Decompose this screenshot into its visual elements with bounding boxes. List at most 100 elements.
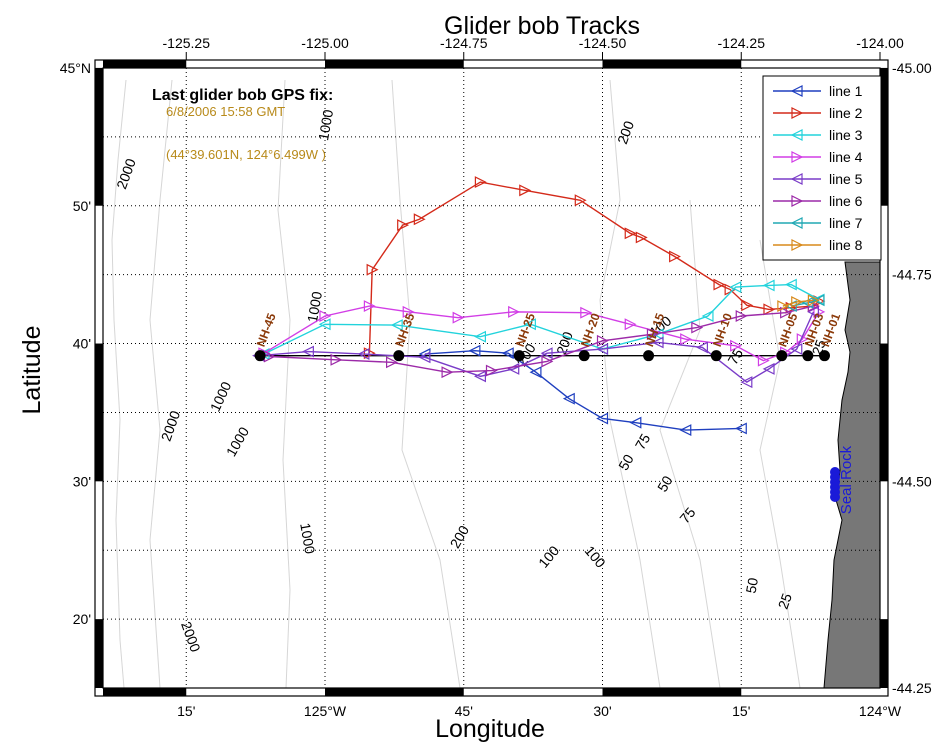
frame-segment	[103, 60, 187, 68]
bathymetry-contours	[111, 79, 801, 689]
track-marker	[402, 305, 415, 318]
bathymetry-contour	[111, 79, 127, 689]
track-marker	[519, 184, 532, 197]
glider-tracks	[252, 176, 826, 437]
top-tick-label: -125.25	[163, 35, 211, 51]
track-marker	[397, 219, 410, 232]
depth-label: 100	[582, 543, 609, 571]
track-line-8	[777, 294, 820, 313]
seal-rock-label: Seal Rock	[838, 445, 855, 514]
right-tick-label: -44.25	[892, 680, 932, 696]
track-marker	[390, 319, 403, 332]
station-dot	[643, 350, 655, 362]
track-marker	[790, 173, 803, 185]
depth-label: 2000	[158, 408, 184, 443]
legend-label: line 7	[829, 215, 863, 231]
gps-fix-heading: Last glider bob GPS fix:	[152, 87, 333, 104]
track-marker	[624, 318, 637, 331]
legend-label: line 8	[829, 237, 863, 253]
depth-label: 75	[724, 346, 746, 368]
track-marker	[762, 362, 775, 375]
gps-fix-position: (44°39.601N, 124°6.499W )	[166, 147, 326, 162]
track-marker	[624, 227, 637, 240]
track-marker	[562, 392, 575, 405]
frame-segment	[602, 60, 742, 68]
frame-segment	[880, 619, 888, 688]
track-line	[269, 305, 814, 373]
top-tick-label: -124.50	[579, 35, 627, 51]
track-marker	[508, 305, 521, 318]
bathymetry-contour	[599, 79, 661, 689]
top-tick-label: -124.00	[856, 35, 904, 51]
depth-label: 50	[654, 473, 676, 495]
track-marker	[529, 366, 542, 379]
seal-rock-marker	[830, 467, 840, 502]
y-axis-title: Latitude	[18, 326, 46, 415]
track-marker	[596, 412, 609, 425]
frame-segment	[103, 688, 187, 696]
track-marker	[386, 356, 398, 369]
seal-rock-dot	[830, 492, 840, 502]
map-frame	[94, 59, 889, 697]
right-tick-label: -44.75	[892, 267, 932, 283]
track-marker	[357, 348, 370, 360]
track-marker	[791, 295, 804, 308]
bathymetry-contour	[149, 79, 173, 689]
track-marker	[452, 311, 465, 324]
track-marker	[646, 328, 659, 341]
track-marker	[691, 321, 704, 334]
track-marker	[540, 347, 553, 360]
track-line	[424, 350, 742, 431]
track-marker	[318, 318, 331, 331]
legend-label: line 3	[829, 127, 863, 143]
track-marker	[713, 278, 726, 291]
bathymetry-contour	[759, 239, 801, 689]
chart-title: Glider bob Tracks	[444, 12, 640, 40]
track-marker	[757, 354, 770, 367]
depth-label: 1000	[297, 522, 318, 556]
track-marker	[679, 424, 692, 437]
bathymetry-contour	[277, 79, 291, 689]
station-dot	[819, 350, 830, 362]
depth-label: 200	[553, 329, 576, 357]
track-marker	[474, 370, 486, 383]
frame-segment	[95, 343, 103, 482]
left-tick-label: 40'	[73, 336, 91, 352]
track-marker	[474, 330, 486, 343]
depth-label: 1000	[315, 108, 336, 142]
track-marker	[701, 310, 714, 322]
bathymetry-contour	[659, 199, 721, 689]
frame-segment	[880, 67, 888, 206]
bottom-tick-label: 45'	[455, 703, 473, 719]
track-marker	[596, 343, 609, 356]
track-marker	[790, 85, 803, 97]
legend-label: line 1	[829, 83, 863, 99]
station-dot	[710, 350, 722, 362]
station-dot	[393, 350, 405, 362]
legend-item: line 1	[773, 83, 863, 99]
track-marker	[791, 239, 804, 251]
track-marker	[651, 336, 664, 349]
legend-label: line 4	[829, 149, 863, 165]
depth-label: 50	[615, 451, 637, 473]
bottom-tick-label: 124°W	[859, 703, 902, 719]
station-dot	[254, 350, 266, 362]
bathymetry-contour	[391, 79, 461, 689]
left-tick-label: 20'	[73, 611, 91, 627]
legend: line 1 line 2 line 3 line 4 line 5 line 6 line…	[762, 75, 882, 261]
track-marker	[807, 305, 820, 318]
track-marker	[763, 303, 776, 316]
station-dot	[776, 350, 788, 362]
track-marker	[784, 278, 797, 291]
legend-item: line 2	[773, 105, 863, 121]
top-tick-label: -124.25	[718, 35, 766, 51]
frame-segment	[95, 67, 103, 206]
depth-label: 2000	[178, 619, 204, 654]
legend-item: line 5	[773, 171, 863, 187]
depth-label: 2000	[113, 156, 139, 191]
track-marker	[441, 366, 454, 379]
track-marker	[474, 176, 487, 189]
track-marker	[777, 300, 790, 313]
depth-label: 25	[775, 591, 795, 611]
